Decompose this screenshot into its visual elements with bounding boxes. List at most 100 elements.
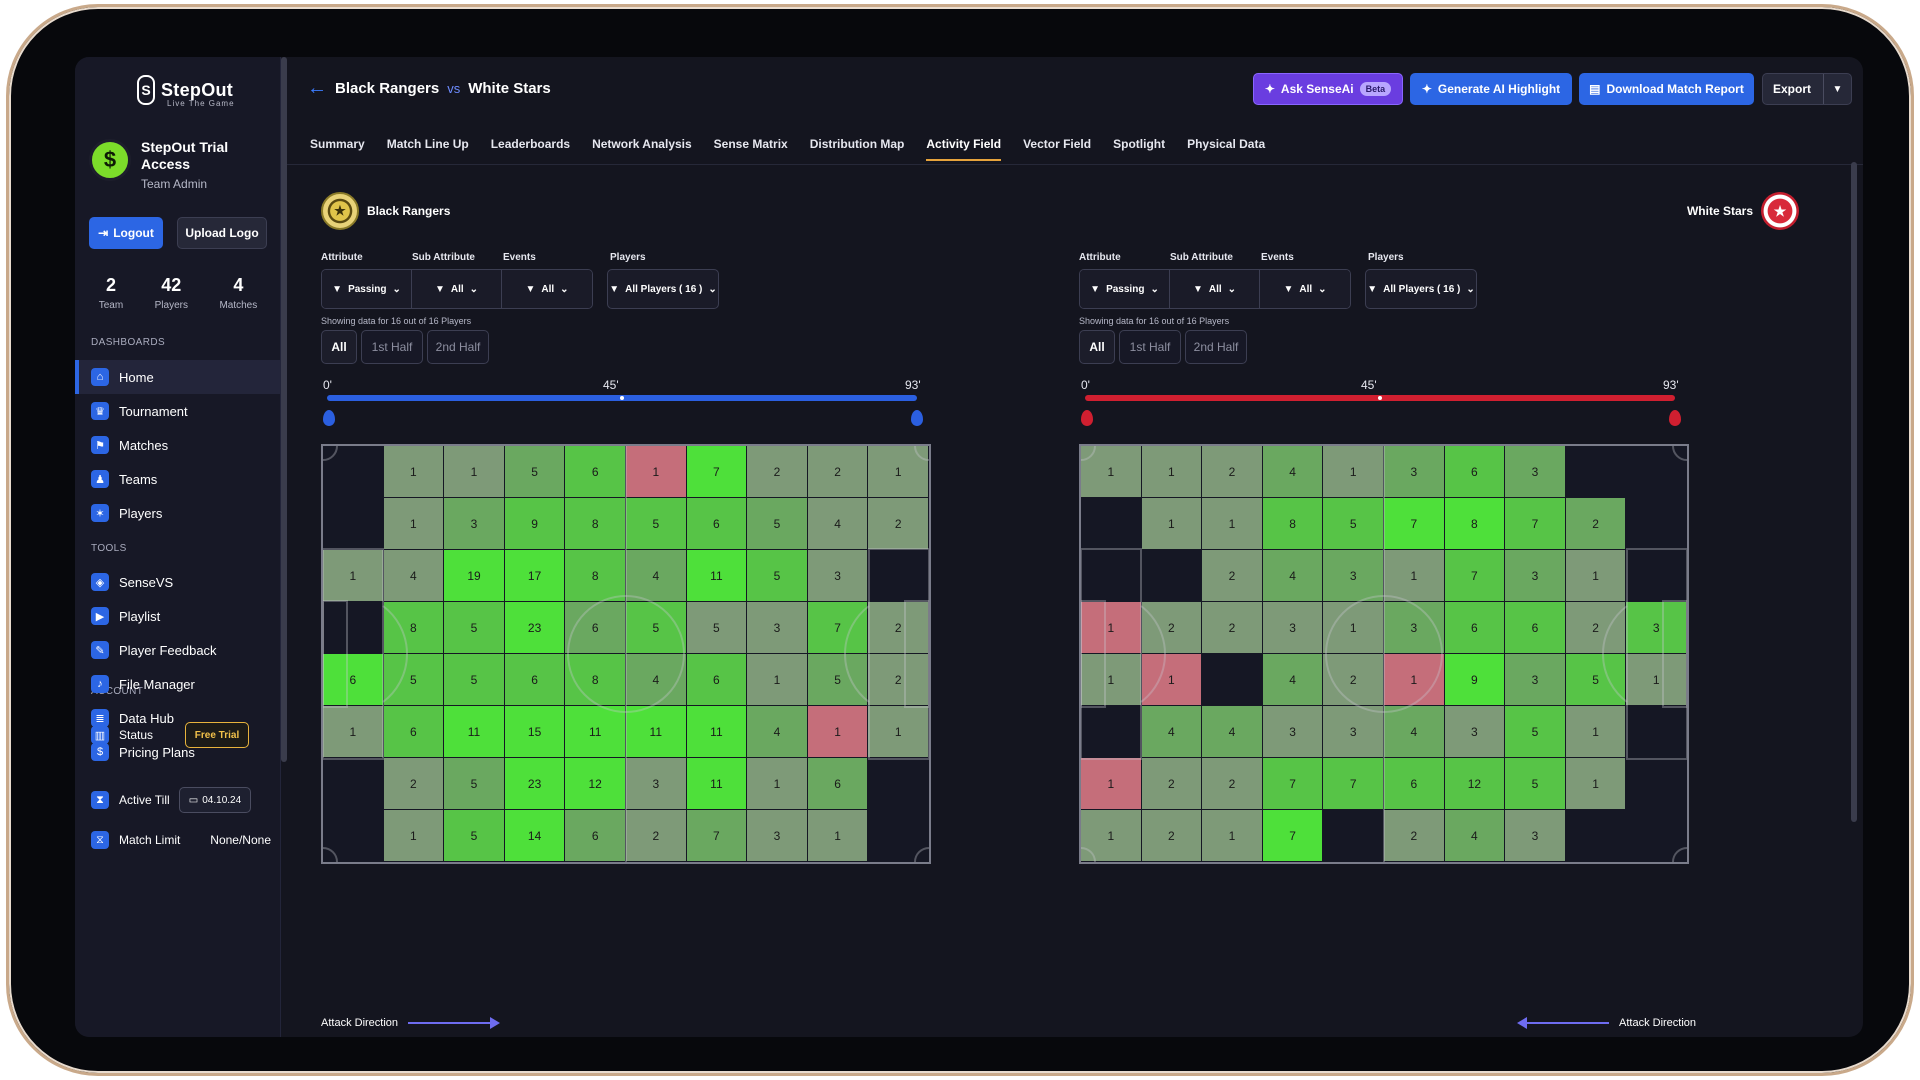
heatmap-cell[interactable]: 1: [1626, 654, 1687, 706]
heatmap-cell[interactable]: 4: [625, 550, 687, 602]
free-trial-badge[interactable]: Free Trial: [185, 722, 249, 748]
heatmap-cell[interactable]: 6: [1444, 446, 1506, 498]
heatmap-cell[interactable]: 1: [1141, 446, 1203, 498]
heatmap-cell[interactable]: [323, 446, 384, 498]
tab-vector-field[interactable]: Vector Field: [1023, 137, 1092, 151]
heatmap-cell[interactable]: 3: [1262, 602, 1324, 654]
timeline-end-handle[interactable]: [1669, 410, 1681, 426]
heatmap-cell[interactable]: 5: [504, 446, 566, 498]
half-1st-half[interactable]: 1st Half: [361, 330, 423, 364]
heatmap-cell[interactable]: 8: [565, 654, 626, 706]
download-report-button[interactable]: ▤ Download Match Report: [1579, 73, 1754, 105]
heatmap-cell[interactable]: 23: [504, 602, 566, 654]
heatmap-cell[interactable]: 6: [565, 602, 626, 654]
heatmap-cell[interactable]: 12: [565, 758, 626, 810]
heatmap-cell[interactable]: 6: [686, 654, 748, 706]
brand-logo[interactable]: S StepOut Live The Game: [137, 75, 234, 108]
heatmap-cell[interactable]: 1: [1202, 498, 1263, 550]
heatmap-cell[interactable]: 5: [625, 602, 687, 654]
export-button[interactable]: Export ▼: [1762, 73, 1852, 105]
heatmap-cell[interactable]: [1081, 550, 1142, 602]
players-filter[interactable]: ▼ All Players ( 16 ) ⌄: [607, 269, 719, 309]
heatmap-cell[interactable]: 1: [1141, 654, 1203, 706]
heatmap-cell[interactable]: 1: [747, 654, 808, 706]
heatmap-cell[interactable]: 5: [383, 654, 445, 706]
heatmap-cell[interactable]: 2: [1141, 602, 1203, 654]
heatmap-cell[interactable]: 2: [1202, 602, 1263, 654]
heatmap-cell[interactable]: 1: [383, 810, 445, 862]
heatmap-cell[interactable]: 1: [868, 446, 929, 498]
half-all[interactable]: All: [321, 330, 357, 364]
heatmap-cell[interactable]: 1: [807, 810, 869, 862]
heatmap-cell[interactable]: 3: [1383, 602, 1445, 654]
heatmap-cell[interactable]: 1: [1383, 550, 1445, 602]
heatmap-cell[interactable]: 1: [1323, 446, 1384, 498]
heatmap-cell[interactable]: 1: [747, 758, 808, 810]
half-1st-half[interactable]: 1st Half: [1119, 330, 1181, 364]
heatmap-cell[interactable]: 1: [1565, 550, 1627, 602]
heatmap-cell[interactable]: 3: [1383, 446, 1445, 498]
heatmap-cell[interactable]: 8: [383, 602, 445, 654]
upload-logo-button[interactable]: Upload Logo: [177, 217, 267, 249]
heatmap-cell[interactable]: 1: [1081, 810, 1142, 862]
heatmap-cell[interactable]: 4: [1141, 706, 1203, 758]
timeline-start-handle[interactable]: [1081, 410, 1093, 426]
sidebar-item-player-feedback[interactable]: ✎ Player Feedback: [75, 633, 281, 667]
attribute-filter[interactable]: ▼ Passing ⌄: [322, 270, 412, 308]
heatmap-cell[interactable]: 4: [1262, 446, 1324, 498]
heatmap-cell[interactable]: 6: [1505, 602, 1566, 654]
heatmap-cell[interactable]: 7: [1505, 498, 1566, 550]
attribute-filter[interactable]: ▼ Passing ⌄: [1080, 270, 1170, 308]
heatmap-cell[interactable]: 1: [807, 706, 869, 758]
heatmap-cell[interactable]: [868, 810, 929, 862]
heatmap-cell[interactable]: 1: [868, 706, 929, 758]
heatmap-cell[interactable]: [1626, 498, 1687, 550]
timeline-track[interactable]: [1085, 395, 1675, 401]
heatmap-cell[interactable]: 3: [747, 602, 808, 654]
timeline-start-handle[interactable]: [323, 410, 335, 426]
heatmap-cell[interactable]: 3: [807, 550, 869, 602]
heatmap-cell[interactable]: 2: [1565, 602, 1627, 654]
heatmap-cell[interactable]: 9: [1444, 654, 1506, 706]
heatmap-cell[interactable]: 3: [625, 758, 687, 810]
heatmap-cell[interactable]: 3: [1323, 706, 1384, 758]
heatmap-cell[interactable]: [323, 498, 384, 550]
heatmap-cell[interactable]: 2: [868, 654, 929, 706]
heatmap-cell[interactable]: 11: [686, 550, 748, 602]
heatmap-cell[interactable]: [1626, 706, 1687, 758]
heatmap-cell[interactable]: 4: [625, 654, 687, 706]
heatmap-cell[interactable]: 5: [686, 602, 748, 654]
heatmap-cell[interactable]: 6: [1383, 758, 1445, 810]
sidebar-scrollbar[interactable]: [281, 57, 287, 762]
sidebar-item-sensevs[interactable]: ◈ SenseVS: [75, 565, 281, 599]
heatmap-cell[interactable]: [1081, 498, 1142, 550]
generate-highlight-button[interactable]: ✦ Generate AI Highlight: [1410, 73, 1572, 105]
heatmap-cell[interactable]: 1: [383, 498, 445, 550]
heatmap-cell[interactable]: 15: [504, 706, 566, 758]
heatmap-cell[interactable]: 4: [383, 550, 445, 602]
heatmap-cell[interactable]: 1: [323, 706, 384, 758]
ask-senseai-button[interactable]: ✦ Ask SenseAi Beta: [1253, 73, 1403, 105]
heatmap-cell[interactable]: 2: [1565, 498, 1627, 550]
sub-attribute-filter[interactable]: ▼ All ⌄: [1170, 270, 1260, 308]
heatmap-cell[interactable]: 3: [747, 810, 808, 862]
heatmap-cell[interactable]: 8: [565, 550, 626, 602]
heatmap-cell[interactable]: 11: [565, 706, 626, 758]
heatmap-cell[interactable]: 1: [323, 550, 384, 602]
heatmap-cell[interactable]: [1565, 810, 1627, 862]
heatmap-cell[interactable]: 6: [383, 706, 445, 758]
heatmap-cell[interactable]: 2: [868, 498, 929, 550]
heatmap-cell[interactable]: [868, 758, 929, 810]
sidebar-item-tournament[interactable]: ♛ Tournament: [75, 394, 281, 428]
half-2nd-half[interactable]: 2nd Half: [1185, 330, 1247, 364]
heatmap-cell[interactable]: 5: [807, 654, 869, 706]
heatmap-cell[interactable]: 7: [807, 602, 869, 654]
tab-physical-data[interactable]: Physical Data: [1187, 137, 1266, 151]
heatmap-cell[interactable]: 5: [444, 654, 505, 706]
heatmap-cell[interactable]: 4: [1262, 654, 1324, 706]
heatmap-cell[interactable]: 6: [323, 654, 384, 706]
heatmap-cell[interactable]: [1626, 810, 1687, 862]
heatmap-cell[interactable]: 1: [1081, 758, 1142, 810]
heatmap-cell[interactable]: 7: [1444, 550, 1506, 602]
tab-summary[interactable]: Summary: [310, 137, 365, 151]
